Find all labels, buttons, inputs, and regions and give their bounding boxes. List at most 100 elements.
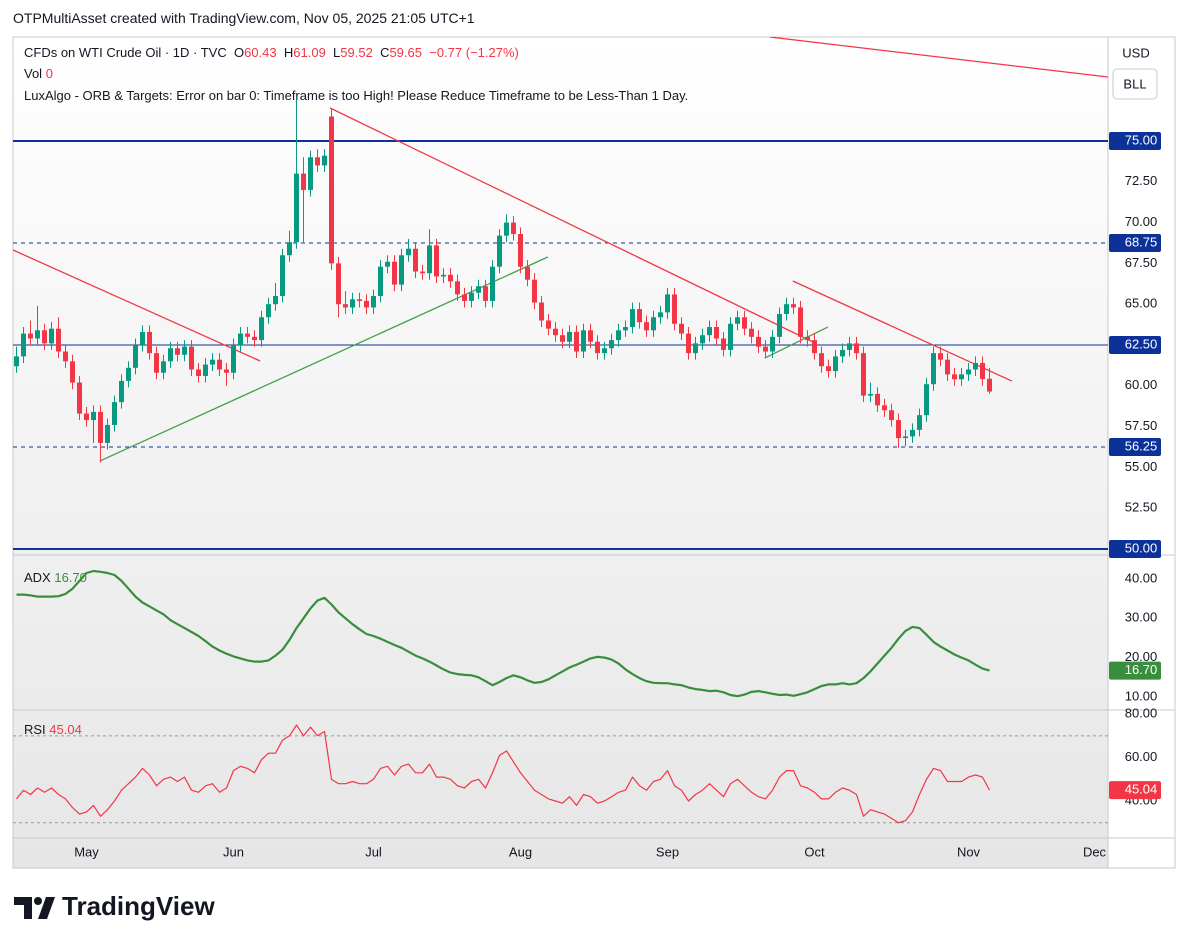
candle-body xyxy=(35,330,40,339)
indicator-title: RSI xyxy=(24,722,46,737)
candle-body xyxy=(392,261,397,285)
y-tick-label: 80.00 xyxy=(1125,706,1158,721)
candle-body xyxy=(973,362,978,370)
ohlc-label: O xyxy=(233,45,245,60)
candle-body xyxy=(665,294,670,313)
candle-body xyxy=(336,263,341,305)
candle-body xyxy=(623,327,628,331)
candle-body xyxy=(539,302,544,321)
candle-body xyxy=(644,322,649,331)
frame xyxy=(12,36,1176,869)
candle-body xyxy=(833,356,838,372)
candle-body xyxy=(742,317,747,329)
candle-body xyxy=(819,353,824,367)
currency: USD xyxy=(1122,45,1149,60)
candle-body xyxy=(854,343,859,354)
candle-body xyxy=(651,317,656,331)
candle-body xyxy=(406,248,411,256)
price-label-box xyxy=(1109,540,1161,559)
candle-body xyxy=(868,393,873,396)
candle-body xyxy=(154,353,159,373)
candle-body xyxy=(350,299,355,308)
candle-body xyxy=(210,359,215,365)
candle-body xyxy=(49,328,54,344)
annotation: LuxAlgo - ORB & Targets: Error on bar 0:… xyxy=(24,88,689,103)
ohlc-value: 59.65 xyxy=(389,45,422,60)
candle-body xyxy=(518,234,523,267)
candle-body xyxy=(455,281,460,295)
y-tick-label: 62.50 xyxy=(1125,336,1158,351)
x-tick-label: Dec xyxy=(1083,844,1107,859)
y-tick-label: 55.00 xyxy=(1125,459,1158,474)
candle-body xyxy=(203,364,208,377)
ohlc-value: 59.52 xyxy=(340,45,373,60)
candle-body xyxy=(889,410,894,421)
y-tick-label: 60.00 xyxy=(1125,377,1158,392)
candle-body xyxy=(602,348,607,354)
last-value-box xyxy=(1109,781,1161,800)
candle-body xyxy=(308,157,313,190)
candle-body xyxy=(756,336,761,347)
indicator-value: 16.70 xyxy=(54,570,87,585)
x-tick-label: Sep xyxy=(656,844,679,859)
candle-body xyxy=(777,313,782,337)
candle-body xyxy=(672,294,677,324)
candle-body xyxy=(728,323,733,350)
candle-body xyxy=(595,341,600,354)
x-tick-label: Oct xyxy=(804,844,825,859)
candle-body xyxy=(105,424,110,443)
candle-body xyxy=(560,335,565,342)
candle-body xyxy=(805,336,810,341)
candle-body xyxy=(546,320,551,329)
candle-body xyxy=(812,340,817,354)
candle-body xyxy=(511,222,516,235)
candle-body xyxy=(784,304,789,314)
candle-body xyxy=(259,317,264,341)
candle-body xyxy=(441,274,446,277)
trendline xyxy=(99,256,549,462)
candle-body xyxy=(917,415,922,430)
candle-body xyxy=(896,420,901,439)
candle-body xyxy=(791,304,796,308)
y-tick-label: 56.25 xyxy=(1125,438,1158,453)
price-label-box xyxy=(1109,131,1161,150)
candle-body xyxy=(189,346,194,370)
volume-value: 0 xyxy=(45,66,53,81)
x-tick-label: Jun xyxy=(223,844,244,859)
candle-body xyxy=(637,309,642,323)
y-tick-label: 40.00 xyxy=(1125,570,1158,585)
candle-body xyxy=(287,242,292,256)
y-tick-label: 50.00 xyxy=(1125,540,1158,555)
ohlc-label: C xyxy=(380,45,390,60)
candle-body xyxy=(630,309,635,328)
legend-main: CFDs on WTI Crude Oil · 1D · TVC O60.43 … xyxy=(24,45,519,60)
candle-body xyxy=(175,348,180,355)
candle-body xyxy=(182,346,187,355)
candle-body xyxy=(840,349,845,357)
ohlc-value: 61.09 xyxy=(293,45,326,60)
trendline xyxy=(13,249,261,362)
candle-body xyxy=(574,331,579,352)
candle-body xyxy=(98,411,103,443)
y-tick-label: 10.00 xyxy=(1125,688,1158,703)
candle-body xyxy=(959,374,964,380)
indicator-line xyxy=(16,569,990,698)
x-tick-label: Aug xyxy=(509,844,532,859)
candle-body xyxy=(798,307,803,337)
unit: BLL xyxy=(1123,76,1146,91)
symbol: CFDs on WTI Crude Oil · 1D · TVC xyxy=(24,45,227,60)
brand-logo xyxy=(14,897,55,919)
x-tick-label: May xyxy=(74,844,99,859)
candle-body xyxy=(161,361,166,373)
candle-body xyxy=(714,327,719,339)
y-tick-label: 52.50 xyxy=(1125,500,1158,515)
candle-body xyxy=(763,346,768,352)
unit-box xyxy=(1112,68,1158,100)
x-tick-label: Jul xyxy=(365,844,382,859)
candle-body xyxy=(497,235,502,267)
candle-body xyxy=(42,330,47,344)
candle-body xyxy=(231,344,236,373)
indicator-title: ADX xyxy=(24,570,51,585)
candle-body xyxy=(357,299,362,301)
